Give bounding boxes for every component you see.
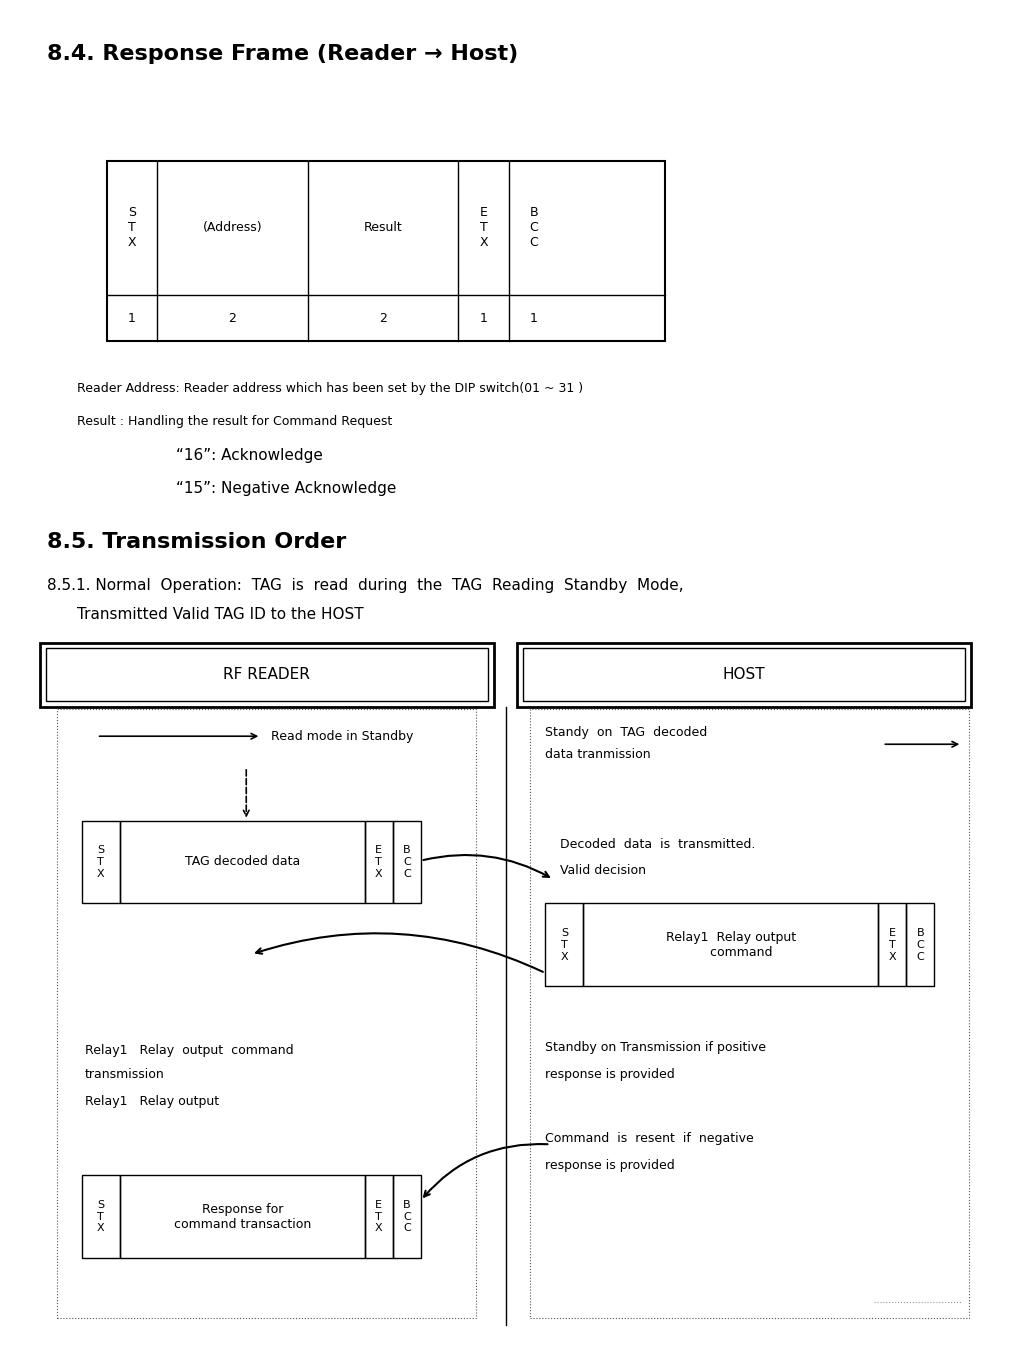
Text: 8.4. Response Frame (Reader → Host): 8.4. Response Frame (Reader → Host): [47, 43, 518, 64]
Text: E
T
X: E T X: [375, 1201, 383, 1233]
Text: 8.5. Transmission Order: 8.5. Transmission Order: [47, 533, 346, 552]
Bar: [393, 821, 421, 903]
Bar: [545, 903, 583, 987]
Text: Response for
command transaction: Response for command transaction: [174, 1202, 311, 1230]
Text: 2: 2: [228, 311, 237, 324]
Text: B
C
C: B C C: [403, 1201, 410, 1233]
Bar: [879, 903, 906, 987]
Text: S
T
X: S T X: [97, 1201, 104, 1233]
Text: Result: Result: [364, 222, 402, 234]
Bar: [518, 642, 972, 707]
Bar: [365, 821, 393, 903]
Text: Relay1  Relay output
     command: Relay1 Relay output command: [666, 932, 796, 959]
Text: transmission: transmission: [85, 1068, 165, 1082]
Bar: [119, 1175, 365, 1259]
Text: Valid decision: Valid decision: [560, 864, 646, 876]
Bar: [393, 1175, 421, 1259]
Text: Decoded  data  is  transmitted.: Decoded data is transmitted.: [560, 838, 755, 852]
Text: E
T
X: E T X: [479, 207, 488, 249]
Text: Result : Handling the result for Command Request: Result : Handling the result for Command…: [77, 415, 392, 429]
Bar: [524, 648, 966, 702]
Text: Relay1   Relay output: Relay1 Relay output: [85, 1095, 218, 1109]
Text: (Address): (Address): [202, 222, 262, 234]
Text: E
T
X: E T X: [375, 845, 383, 879]
Bar: [119, 821, 365, 903]
Text: 1: 1: [479, 311, 487, 324]
Bar: [106, 161, 665, 342]
Text: 1: 1: [127, 311, 135, 324]
Bar: [39, 642, 493, 707]
Text: 2: 2: [379, 311, 387, 324]
Bar: [906, 903, 934, 987]
Text: S
T
X: S T X: [127, 207, 136, 249]
Text: B
C
C: B C C: [530, 207, 538, 249]
Bar: [82, 1175, 119, 1259]
Text: S
T
X: S T X: [97, 845, 104, 879]
Text: S
T
X: S T X: [560, 929, 568, 961]
Text: E
T
X: E T X: [889, 929, 896, 961]
Bar: [57, 710, 475, 1318]
Text: RF READER: RF READER: [223, 667, 310, 683]
Text: Reader Address: Reader address which has been set by the DIP switch(01 ~ 31 ): Reader Address: Reader address which has…: [77, 381, 583, 395]
Text: Command  is  resent  if  negative: Command is resent if negative: [545, 1133, 754, 1145]
Text: B
C
C: B C C: [403, 845, 410, 879]
Text: 8.5.1. Normal  Operation:  TAG  is  read  during  the  TAG  Reading  Standby  Mo: 8.5.1. Normal Operation: TAG is read dur…: [47, 577, 683, 592]
Text: Standy  on  TAG  decoded: Standy on TAG decoded: [545, 726, 708, 738]
Bar: [45, 648, 487, 702]
Text: response is provided: response is provided: [545, 1159, 675, 1172]
Text: “16”: Acknowledge: “16”: Acknowledge: [177, 448, 324, 462]
Text: data tranmission: data tranmission: [545, 749, 651, 761]
Text: Relay1   Relay  output  command: Relay1 Relay output command: [85, 1044, 293, 1057]
Text: 1: 1: [530, 311, 538, 324]
Bar: [82, 821, 119, 903]
Text: Standby on Transmission if positive: Standby on Transmission if positive: [545, 1041, 766, 1055]
Bar: [365, 1175, 393, 1259]
Text: response is provided: response is provided: [545, 1068, 675, 1082]
Text: HOST: HOST: [723, 667, 765, 683]
Text: TAG decoded data: TAG decoded data: [185, 856, 300, 868]
Text: Transmitted Valid TAG ID to the HOST: Transmitted Valid TAG ID to the HOST: [77, 607, 363, 622]
Text: “15”: Negative Acknowledge: “15”: Negative Acknowledge: [177, 481, 397, 496]
Bar: [531, 710, 970, 1318]
Bar: [583, 903, 879, 987]
Text: Read mode in Standby: Read mode in Standby: [271, 730, 413, 742]
Text: B
C
C: B C C: [916, 929, 924, 961]
